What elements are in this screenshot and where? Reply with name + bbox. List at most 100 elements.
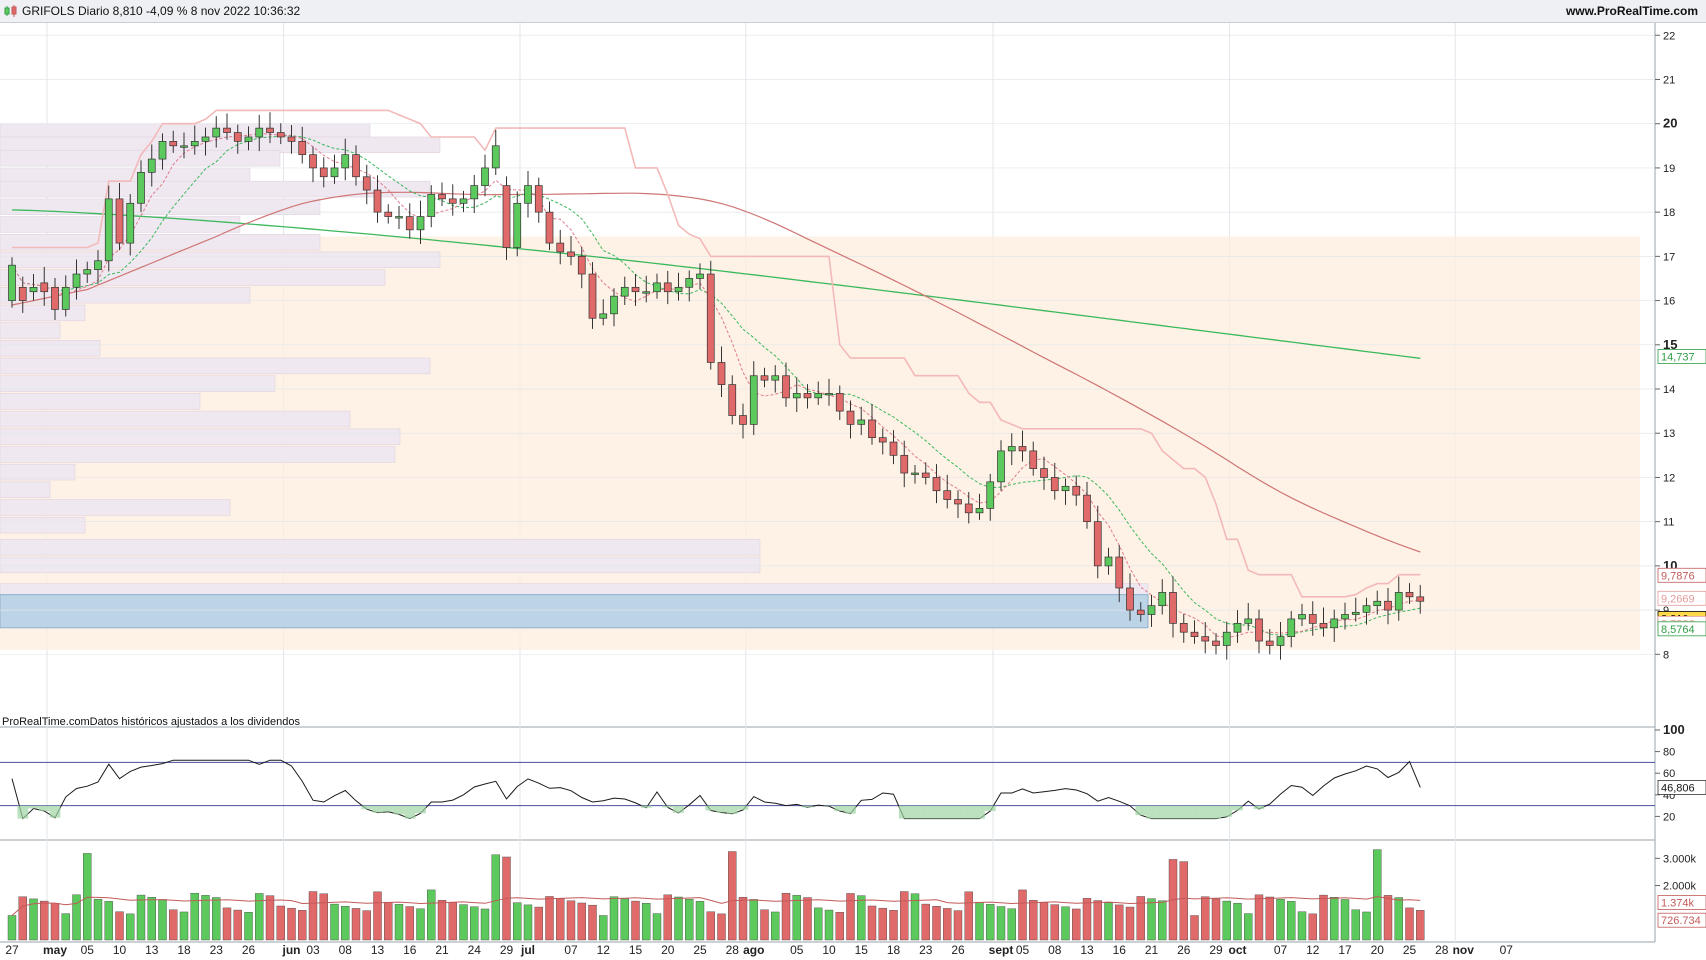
candle-body (1190, 631, 1199, 637)
volume-profile-bar (0, 499, 231, 516)
osc-tick-label: 60 (1663, 768, 1675, 780)
volume-bar (1029, 900, 1038, 941)
candle-body (190, 141, 199, 147)
price-tick-label: 21 (1663, 74, 1675, 86)
candle-body (889, 441, 898, 456)
volume-bar (620, 898, 629, 941)
candle-body (427, 194, 436, 217)
volume-profile-bar (0, 304, 86, 322)
candle-body (1351, 611, 1360, 615)
volume-profile-bar (0, 198, 321, 215)
x-tick-label: 26 (1177, 943, 1191, 957)
x-tick-label: 25 (1403, 943, 1417, 957)
volume-bar (222, 907, 232, 941)
volume-bar (480, 908, 490, 941)
candle-body (771, 375, 780, 381)
candle-body (653, 282, 661, 293)
price-tick-label: 17 (1663, 251, 1675, 263)
candle-body (567, 251, 575, 257)
x-tick-label: jun (282, 943, 301, 957)
candle-body (814, 393, 823, 399)
volume-bar (1082, 898, 1092, 941)
volume-bar (1233, 903, 1242, 941)
candle-body (373, 189, 382, 213)
volume-bar (470, 906, 479, 941)
x-tick-label: ago (743, 943, 764, 957)
price-tick-label: 19 (1663, 163, 1675, 175)
volume-bar (534, 906, 543, 941)
volume-bar (1201, 896, 1210, 941)
volume-bar (932, 906, 941, 941)
x-tick-label: 07 (1500, 943, 1514, 957)
volume-bar (652, 913, 662, 941)
x-tick-label: 20 (661, 943, 675, 957)
candle-body (1330, 618, 1339, 629)
volume-bar (7, 915, 17, 941)
x-tick-label: 08 (339, 943, 353, 957)
candle-body (706, 273, 715, 363)
volume-bar (169, 909, 178, 941)
volume-bar (1405, 907, 1414, 941)
candle-body (717, 362, 726, 385)
volume-bar (298, 910, 307, 941)
candle-body (481, 167, 489, 186)
x-tick-label: 13 (1080, 943, 1094, 957)
candle-body (868, 419, 876, 438)
volume-bar (1179, 861, 1188, 941)
volume-bar (72, 894, 81, 941)
candle-body (685, 278, 694, 288)
x-tick-label: 21 (1145, 943, 1159, 957)
volume-bar (394, 904, 404, 941)
volume-bar (1244, 913, 1253, 941)
volume-bar (609, 896, 619, 941)
volume-bar (276, 905, 285, 941)
candle-body (513, 202, 522, 248)
x-tick-label: 29 (1209, 943, 1223, 957)
volume-profile-bar (0, 463, 76, 481)
x-tick-label: 10 (113, 943, 127, 957)
volume-bar (513, 902, 522, 941)
candle-body (1018, 446, 1027, 452)
candle-body (1136, 609, 1145, 615)
candle-body (1126, 587, 1134, 611)
candle-body (233, 132, 242, 142)
volume-bar (1351, 909, 1360, 941)
volume-profile-bar (0, 393, 201, 410)
x-tick-label: 20 (1371, 943, 1385, 957)
x-tick-label: 23 (210, 943, 224, 957)
volume-bar (943, 908, 952, 941)
x-tick-label: oct (1229, 943, 1247, 957)
volume-bar (319, 893, 328, 941)
volume-bar (255, 893, 264, 941)
volume-bar (29, 898, 38, 941)
price-tick-label: 15 (1663, 337, 1677, 352)
candle-body (61, 286, 70, 310)
volume-value-label-box (1657, 912, 1706, 928)
candle-body (943, 490, 952, 500)
volume-bar (878, 907, 887, 941)
volume-bar (115, 911, 124, 941)
moving-average-10 (11, 132, 1421, 639)
price-tick-label: 8 (1663, 649, 1669, 661)
volume-bar (706, 911, 715, 941)
volume-bar (136, 894, 146, 941)
candle-body (83, 269, 92, 275)
candle-body (1147, 605, 1156, 615)
candle-body (352, 154, 360, 178)
x-tick-label: 24 (468, 943, 482, 957)
volume-bar (867, 905, 877, 941)
candle-body (491, 145, 500, 169)
candle-body (266, 127, 274, 133)
price-tick-label: 18 (1663, 207, 1675, 219)
candle-body (1029, 450, 1038, 469)
chart-caption: ProRealTime.comDatos históricos ajustado… (2, 716, 300, 728)
instrument-title: GRIFOLS Diario 8,810 -4,09 % 8 nov 2022 … (22, 4, 301, 18)
site-link[interactable]: www.ProRealTime.com (1565, 4, 1698, 18)
x-tick-label: 12 (597, 943, 611, 957)
candle-body (29, 286, 38, 293)
volume-bar (663, 894, 672, 941)
candle-body (739, 415, 747, 425)
candle-body (997, 450, 1005, 483)
volume-bar (674, 896, 683, 941)
